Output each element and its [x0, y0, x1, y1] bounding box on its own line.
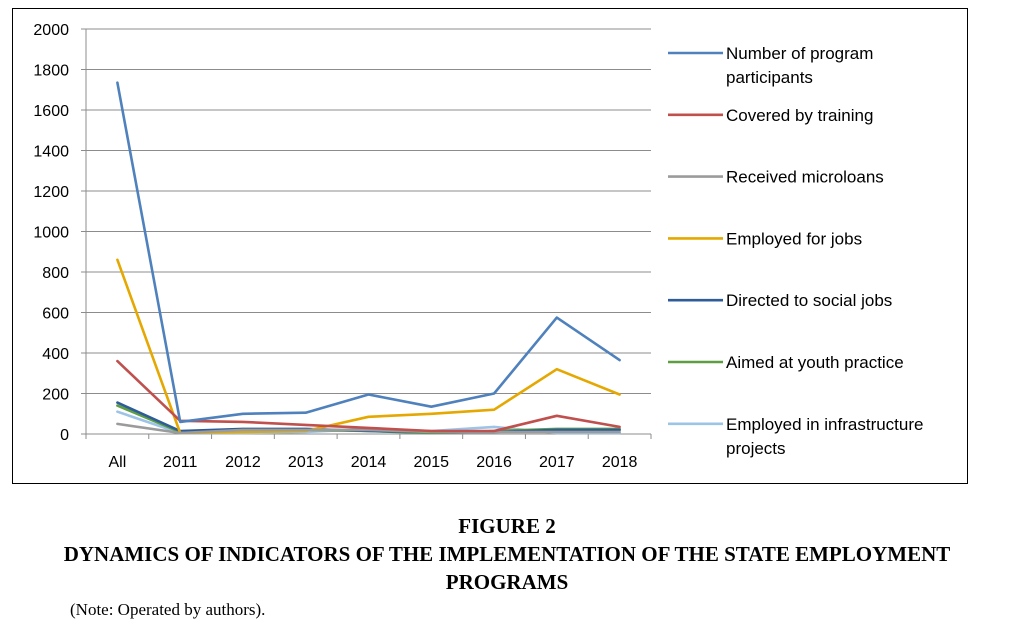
chart-frame: 0 200 400 600 800 1000 1200 1400 1600 1800 2000 Al…: [12, 8, 968, 484]
y-axis-tick-labels: 0 200 400 600 800 1000 1200 1400 1600 1800 2000: [33, 22, 69, 444]
x-tick-label: 2012: [225, 454, 261, 471]
x-axis-tick-labels: All 2011 2012 2013 2014 2015 2016 2017 2018: [108, 454, 637, 471]
legend-item: Aimed at youth practice: [668, 353, 904, 372]
legend-label: Number of program participants: [726, 44, 873, 87]
legend-label-line: Employed for jobs: [726, 229, 862, 248]
legend: Number of program participants Covered by …: [668, 44, 923, 458]
y-tick-label: 1600: [33, 103, 69, 120]
legend-label-line: Number of program: [726, 44, 873, 63]
y-tick-label: 1000: [33, 225, 69, 242]
x-tick-label: 2016: [476, 454, 512, 471]
y-tick-label: 1400: [33, 144, 69, 161]
legend-label: Employed in infrastructure projects: [726, 415, 923, 458]
y-tick-label: 0: [60, 427, 69, 444]
legend-item: Received microloans: [668, 168, 884, 187]
series-line: [116, 258, 621, 435]
legend-item: Covered by training: [668, 106, 873, 125]
legend-label: Directed to social jobs: [726, 291, 892, 310]
x-tick-label: 2013: [288, 454, 324, 471]
line-chart: 0 200 400 600 800 1000 1200 1400 1600 1800 2000 Al…: [33, 22, 923, 471]
series-lines: [116, 81, 621, 435]
legend-label-line: Received microloans: [726, 168, 884, 187]
figure-number: FIGURE 2: [458, 514, 556, 538]
legend-label: Covered by training: [726, 106, 873, 125]
legend-label-line: projects: [726, 439, 786, 458]
legend-label: Received microloans: [726, 168, 884, 187]
figure-caption: FIGURE 2 DYNAMICS OF INDICATORS OF THE I…: [0, 512, 1014, 596]
y-tick-label: 800: [42, 265, 69, 282]
legend-label: Aimed at youth practice: [726, 353, 904, 372]
legend-label-line: Employed in infrastructure: [726, 415, 923, 434]
figure-note: (Note: Operated by authors).: [70, 600, 266, 619]
x-tick-label: 2018: [602, 454, 638, 471]
x-tick-label: 2011: [163, 454, 198, 471]
series-line: [116, 81, 621, 424]
x-tick-label: 2014: [351, 454, 387, 471]
legend-item: Employed in infrastructure projects: [668, 415, 923, 458]
y-tick-label: 1800: [33, 63, 69, 80]
legend-label-line: Covered by training: [726, 106, 873, 125]
series-line: [116, 422, 621, 435]
legend-label: Employed for jobs: [726, 229, 862, 248]
y-tick-label: 400: [42, 346, 69, 363]
legend-item: Number of program participants: [668, 44, 873, 87]
y-tick-label: 200: [42, 387, 69, 404]
y-tick-label: 2000: [33, 22, 69, 39]
legend-label-line: Directed to social jobs: [726, 291, 892, 310]
x-tick-label: 2017: [539, 454, 575, 471]
gridlines: [86, 28, 651, 394]
legend-label-line: Aimed at youth practice: [726, 353, 904, 372]
y-tick-label: 600: [42, 306, 69, 323]
axes: [81, 28, 652, 439]
legend-item: Employed for jobs: [668, 229, 862, 248]
x-tick-label: 2015: [413, 454, 449, 471]
legend-label-line: participants: [726, 68, 813, 87]
series-line: [116, 359, 621, 433]
legend-item: Directed to social jobs: [668, 291, 892, 310]
figure-title: DYNAMICS OF INDICATORS OF THE IMPLEMENTA…: [63, 542, 951, 594]
y-tick-label: 1200: [33, 184, 69, 201]
x-tick-label: All: [108, 454, 126, 471]
